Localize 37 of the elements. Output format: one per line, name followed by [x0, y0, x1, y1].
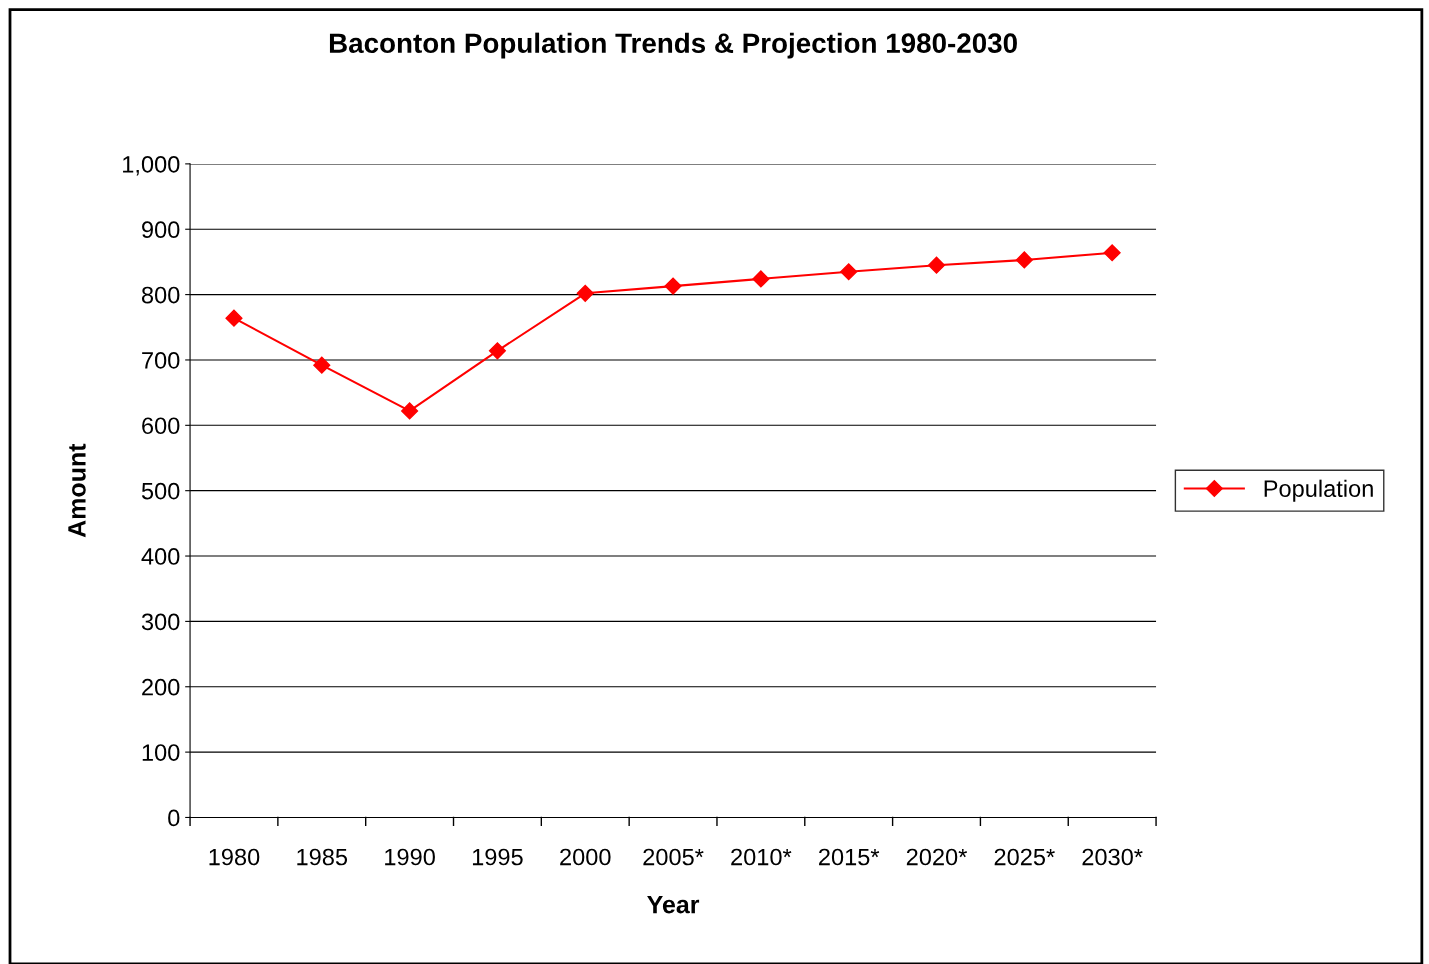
point — [313, 356, 331, 374]
y-tick-label: 0 — [168, 809, 180, 827]
y-tick-label: 600 — [142, 417, 180, 435]
y-tick-label: 800 — [141, 286, 180, 304]
point — [401, 402, 419, 420]
y-tick-label: 100 — [142, 744, 180, 761]
x-tick-label: 1980 — [209, 848, 260, 866]
x-tick-label: 2020* — [906, 848, 968, 866]
y-axis-title: Amount — [68, 443, 86, 538]
x-tick-label: 1985 — [297, 848, 348, 866]
y-tick-label: 200 — [142, 678, 180, 696]
y-tick-label: 400 — [141, 548, 180, 565]
point — [225, 309, 243, 327]
point — [927, 256, 946, 274]
point — [1015, 251, 1033, 269]
y-tick-label: 500 — [141, 482, 180, 500]
point — [664, 277, 682, 295]
x-tick-label: 1995 — [472, 848, 523, 866]
y-tick-label: 300 — [141, 613, 180, 631]
chart-title: Baconton Population Trends & Projection 1980-2030 — [329, 32, 1017, 59]
x-tick-label: 2010* — [731, 848, 792, 866]
x-tick-label: 1990 — [385, 848, 435, 866]
point — [488, 342, 506, 360]
x-tick-label: 2000 — [560, 848, 611, 866]
point — [576, 284, 594, 302]
y-tick-label: 1,000 — [123, 155, 180, 176]
x-tick-label: 2030* — [1082, 848, 1143, 866]
point — [1103, 244, 1121, 262]
x-tick-label: 2025* — [994, 848, 1055, 866]
legend-label: Population — [1264, 479, 1373, 502]
point — [752, 270, 770, 288]
x-tick-label: 2005* — [643, 848, 704, 866]
y-tick-label: 900 — [142, 221, 180, 239]
point — [840, 263, 858, 281]
x-axis-title: Year — [647, 895, 700, 914]
x-tick-label: 2015* — [819, 848, 880, 866]
y-tick-label: 700 — [142, 352, 180, 369]
